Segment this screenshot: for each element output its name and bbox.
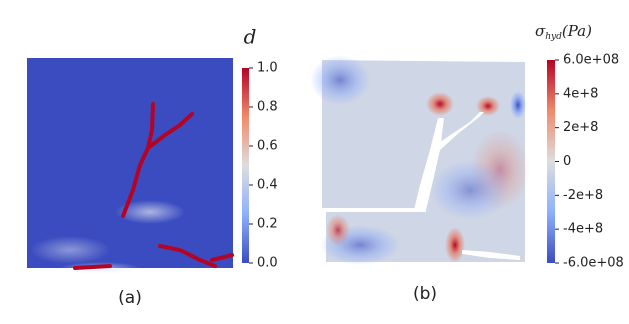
colorbar bbox=[547, 60, 555, 263]
tick-label: -4e+8 bbox=[563, 222, 603, 237]
stress-field bbox=[310, 55, 530, 265]
panel-caption: (b) bbox=[413, 284, 437, 304]
tick-label: 0.0 bbox=[257, 256, 278, 271]
tick-label: 0.8 bbox=[257, 100, 278, 115]
tick-label: 0 bbox=[563, 154, 571, 169]
panel-caption: (a) bbox=[118, 288, 142, 308]
colorbar-title: d bbox=[244, 25, 257, 49]
tick-label: 2e+8 bbox=[563, 120, 598, 135]
tick-label: 1.0 bbox=[257, 61, 278, 76]
tick-label: -2e+8 bbox=[563, 188, 603, 203]
tick-label: 0.2 bbox=[257, 217, 278, 232]
tick-label: 0.4 bbox=[257, 178, 278, 193]
colorbar-title: σhyd(Pa) bbox=[535, 22, 592, 42]
tick-label: 0.6 bbox=[257, 139, 278, 154]
tick-label: -6.0e+08 bbox=[563, 256, 624, 271]
tick-label: 4e+8 bbox=[563, 86, 598, 101]
tick-label: 6.0e+08 bbox=[563, 53, 619, 68]
damage-field bbox=[27, 58, 234, 274]
colorbar bbox=[242, 68, 249, 263]
